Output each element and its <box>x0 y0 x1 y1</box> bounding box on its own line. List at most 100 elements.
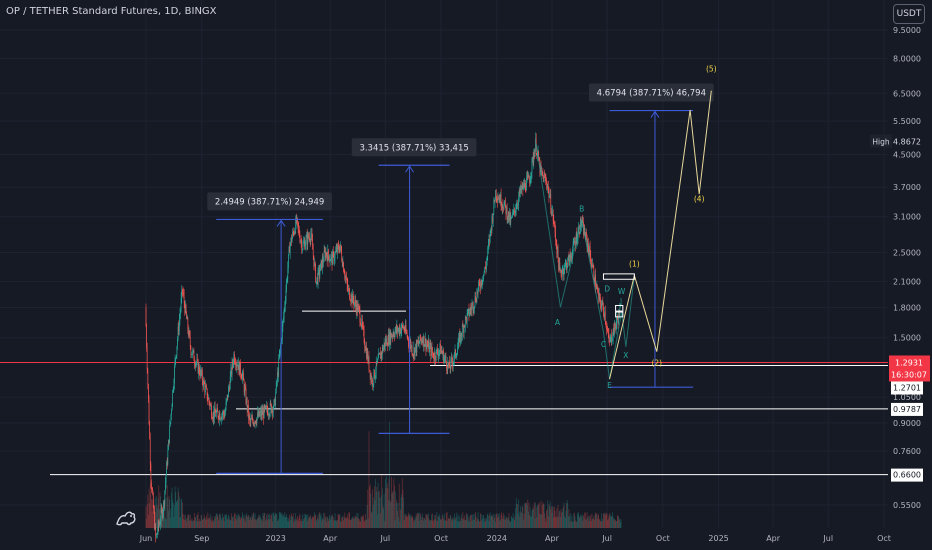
volume-bar <box>300 521 301 528</box>
volume-bar <box>390 502 392 528</box>
candle-body <box>474 296 476 307</box>
volume-bar <box>467 520 469 528</box>
volume-bar <box>153 515 155 528</box>
volume-bar <box>535 507 537 528</box>
volume-bar <box>189 514 191 528</box>
volume-bar <box>526 502 527 528</box>
candle-body <box>428 341 430 353</box>
candle-body <box>153 507 155 512</box>
volume-bar <box>183 518 184 528</box>
volume-bar <box>567 502 569 528</box>
candle-body <box>462 325 464 327</box>
candle-body <box>545 179 547 181</box>
volume-bar <box>267 514 269 528</box>
volume-bar <box>367 518 369 528</box>
candle-body <box>558 258 559 270</box>
candle-body <box>509 212 511 223</box>
volume-bar <box>549 501 551 528</box>
volume-bar <box>518 499 520 528</box>
volume-bar <box>593 516 595 528</box>
volume-bar <box>194 516 196 528</box>
candle-body <box>567 258 569 266</box>
candle-body <box>563 270 565 275</box>
chart-grid <box>0 0 888 528</box>
volume-bar <box>215 513 217 528</box>
volume-bar <box>546 510 547 528</box>
candle-body <box>149 424 150 439</box>
candle-body <box>441 350 443 352</box>
volume-bar <box>570 520 572 528</box>
volume-bar <box>225 514 227 528</box>
candle-body <box>150 464 152 483</box>
candle-body <box>315 281 317 283</box>
candle-body <box>553 220 555 222</box>
volume-bar <box>275 513 277 528</box>
volume-bar <box>607 518 609 528</box>
candle-body <box>326 252 327 256</box>
volume-bar <box>475 512 477 528</box>
volume-bar <box>254 513 256 528</box>
candle-body <box>319 270 321 276</box>
level-price-value: 1.2701 <box>893 383 921 392</box>
candle-body <box>445 356 447 362</box>
candle-body <box>556 245 558 254</box>
candle-body <box>341 251 343 261</box>
volume-bar <box>585 520 587 528</box>
volume-bar <box>521 505 523 528</box>
volume-bar <box>374 486 375 528</box>
candle-body <box>172 389 174 391</box>
volume-bar <box>286 514 287 528</box>
volume-bar <box>452 518 453 528</box>
candle-body <box>484 267 486 269</box>
volume-bar <box>475 516 477 528</box>
candle-body <box>570 255 572 258</box>
volume-bar <box>212 520 214 528</box>
volume-bar <box>308 516 310 528</box>
candle-body <box>408 342 410 347</box>
candle-body <box>614 322 615 335</box>
currency-button[interactable]: USDT <box>893 4 925 24</box>
candle-body <box>274 399 275 401</box>
volume-bar <box>204 517 206 528</box>
volume-bar <box>453 519 455 528</box>
candle-body <box>377 358 379 360</box>
volume-bar <box>604 515 606 528</box>
candle-body <box>489 230 491 241</box>
volume-bar <box>472 514 473 528</box>
volume-bar <box>456 512 458 528</box>
volume-bar <box>320 516 321 528</box>
volume-bar <box>549 506 550 528</box>
volume-bar <box>415 513 417 528</box>
candle-body <box>240 362 241 375</box>
candle-body <box>586 236 588 247</box>
volume-bar <box>240 516 242 528</box>
volume-bar <box>319 512 321 528</box>
volume-bar <box>217 517 219 528</box>
volume-bar <box>530 516 532 528</box>
volume-bar <box>397 502 399 528</box>
volume-bar <box>194 513 195 528</box>
candle-body <box>542 174 544 176</box>
candle-body <box>595 274 596 288</box>
candle-body <box>373 369 375 384</box>
candle-body <box>448 361 450 366</box>
candle-body <box>551 211 553 214</box>
volume-bar <box>242 514 244 528</box>
volume-bar <box>371 511 373 528</box>
candle-body <box>540 164 542 172</box>
volume-bar <box>157 498 159 528</box>
volume-bar <box>405 517 407 528</box>
volume-bar <box>436 512 438 528</box>
candle-body <box>620 303 622 305</box>
volume-bar <box>266 514 267 528</box>
volume-bar <box>390 477 392 528</box>
volume-bar <box>588 521 590 528</box>
candle-body <box>209 404 211 407</box>
candle-body <box>463 326 464 333</box>
candle-body <box>524 182 526 188</box>
volume-bar <box>296 520 298 528</box>
volume-bar <box>239 516 241 528</box>
volume-bar <box>581 515 583 528</box>
volume-bar <box>466 512 467 528</box>
